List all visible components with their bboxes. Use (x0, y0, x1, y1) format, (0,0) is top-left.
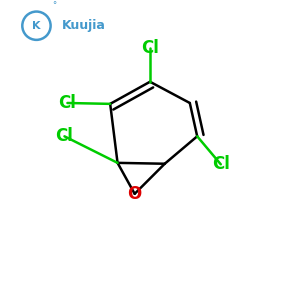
Text: Cl: Cl (141, 39, 159, 57)
Text: Cl: Cl (56, 127, 74, 145)
Text: °: ° (52, 1, 56, 10)
Text: Cl: Cl (212, 155, 230, 173)
Text: K: K (32, 21, 41, 31)
Text: Cl: Cl (58, 94, 76, 112)
Text: Kuujia: Kuujia (61, 19, 105, 32)
Text: O: O (128, 185, 142, 203)
